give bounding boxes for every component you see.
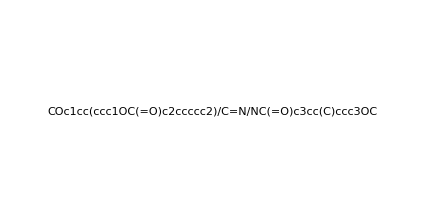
Text: COc1cc(ccc1OC(=O)c2ccccc2)/C=N/NC(=O)c3cc(C)ccc3OC: COc1cc(ccc1OC(=O)c2ccccc2)/C=N/NC(=O)c3c… (48, 106, 377, 116)
